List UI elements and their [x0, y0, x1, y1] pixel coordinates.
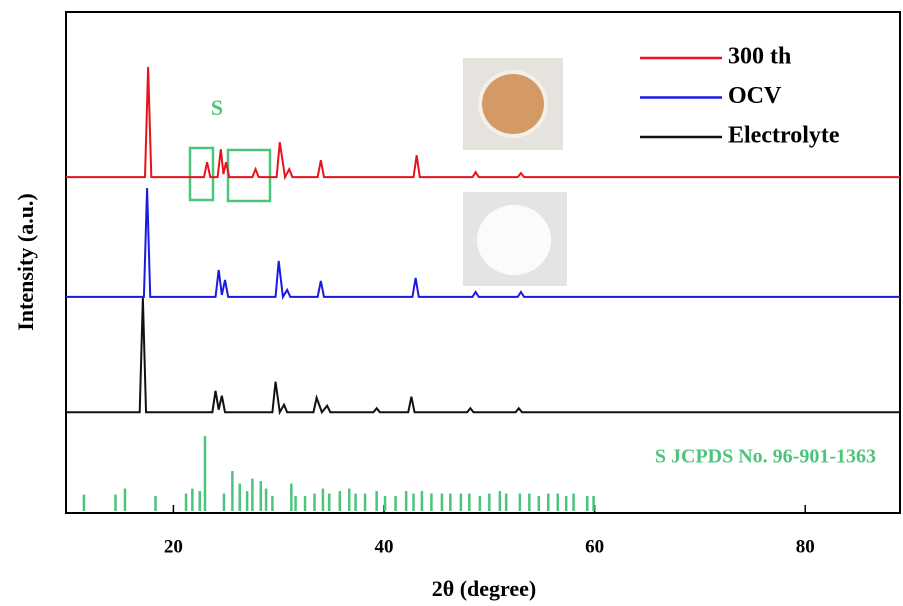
line-series — [66, 298, 900, 412]
photo-cycled — [463, 58, 563, 150]
legend-label: OCV — [728, 83, 782, 109]
x-tick-label: 40 — [375, 536, 394, 557]
reference-label: S JCPDS No. 96-901-1363 — [655, 446, 876, 468]
photo-pristine — [463, 192, 567, 286]
highlight-box — [228, 150, 270, 201]
x-axis-label: 2θ (degree) — [432, 576, 537, 601]
legend-label: Electrolyte — [728, 123, 840, 149]
x-tick-label: 60 — [585, 536, 604, 557]
x-tick-label: 80 — [796, 536, 815, 557]
chart: S 2θ (degree) Intensity (a.u.) 20 40 60 80 S… — [0, 0, 903, 606]
annotation: S — [211, 95, 223, 120]
legend-label: 300 th — [728, 44, 791, 70]
y-axis-label: Intensity (a.u.) — [13, 193, 38, 331]
x-tick-label: 20 — [164, 536, 183, 557]
